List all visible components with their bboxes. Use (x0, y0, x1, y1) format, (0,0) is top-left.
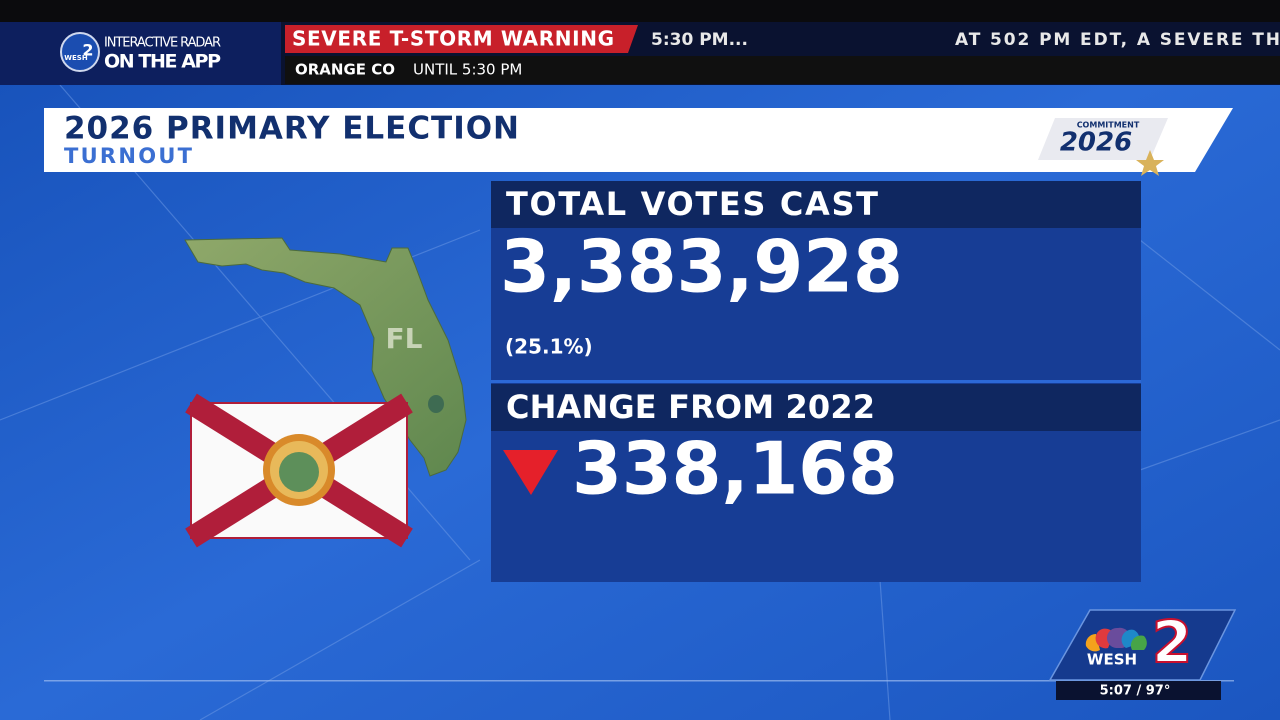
ticker-crawl: AT 502 PM EDT, A SEVERE TH (955, 30, 1280, 50)
county-bar (285, 56, 1280, 84)
promo-line: INTERACTIVE RADAR (104, 36, 221, 51)
small-logo-text: WESH (64, 54, 88, 62)
stat-value: 338,168 (572, 427, 898, 511)
until: UNTIL 5:30 PM (413, 61, 522, 79)
channel-number: 2 (1152, 608, 1192, 676)
alert-text: SEVERE T-STORM WARNING (292, 27, 614, 51)
stat-note: (25.1%) (505, 335, 593, 359)
small-logo (60, 32, 100, 72)
alert-banner (285, 25, 638, 53)
county: ORANGE CO (295, 61, 395, 79)
down-arrow (503, 450, 558, 495)
stat-header (491, 384, 1141, 431)
station-name: WESH (1087, 651, 1137, 669)
subtitle: TURNOUT (64, 144, 193, 168)
time-temp: 5:07 / 97° (1100, 684, 1171, 699)
stat-label: TOTAL VOTES CAST (506, 185, 878, 223)
clock-bar (1056, 681, 1221, 700)
stat-label: CHANGE FROM 2022 (506, 388, 875, 426)
lake (428, 395, 444, 413)
peacock (1085, 627, 1147, 652)
promo-line: ON THE APP (104, 51, 221, 73)
title: 2026 PRIMARY ELECTION (64, 111, 519, 147)
bottom-rule (44, 680, 1234, 682)
stat-header (491, 181, 1141, 228)
commitment-badge: COMMITMENT 2026 (1038, 118, 1168, 176)
map-label: FL (386, 322, 423, 355)
florida-flag (185, 393, 413, 548)
divider (491, 380, 1141, 383)
stat-value: 3,383,928 (500, 225, 903, 309)
title-panel (44, 108, 1233, 172)
badge-top: COMMITMENT (1077, 121, 1140, 130)
ticker-crawl: 5:30 PM... (651, 30, 748, 50)
promo-box (0, 22, 281, 85)
badge-year: 2026 (1060, 128, 1132, 158)
small-logo-number: 2 (82, 41, 93, 60)
top-strip (0, 0, 1280, 22)
